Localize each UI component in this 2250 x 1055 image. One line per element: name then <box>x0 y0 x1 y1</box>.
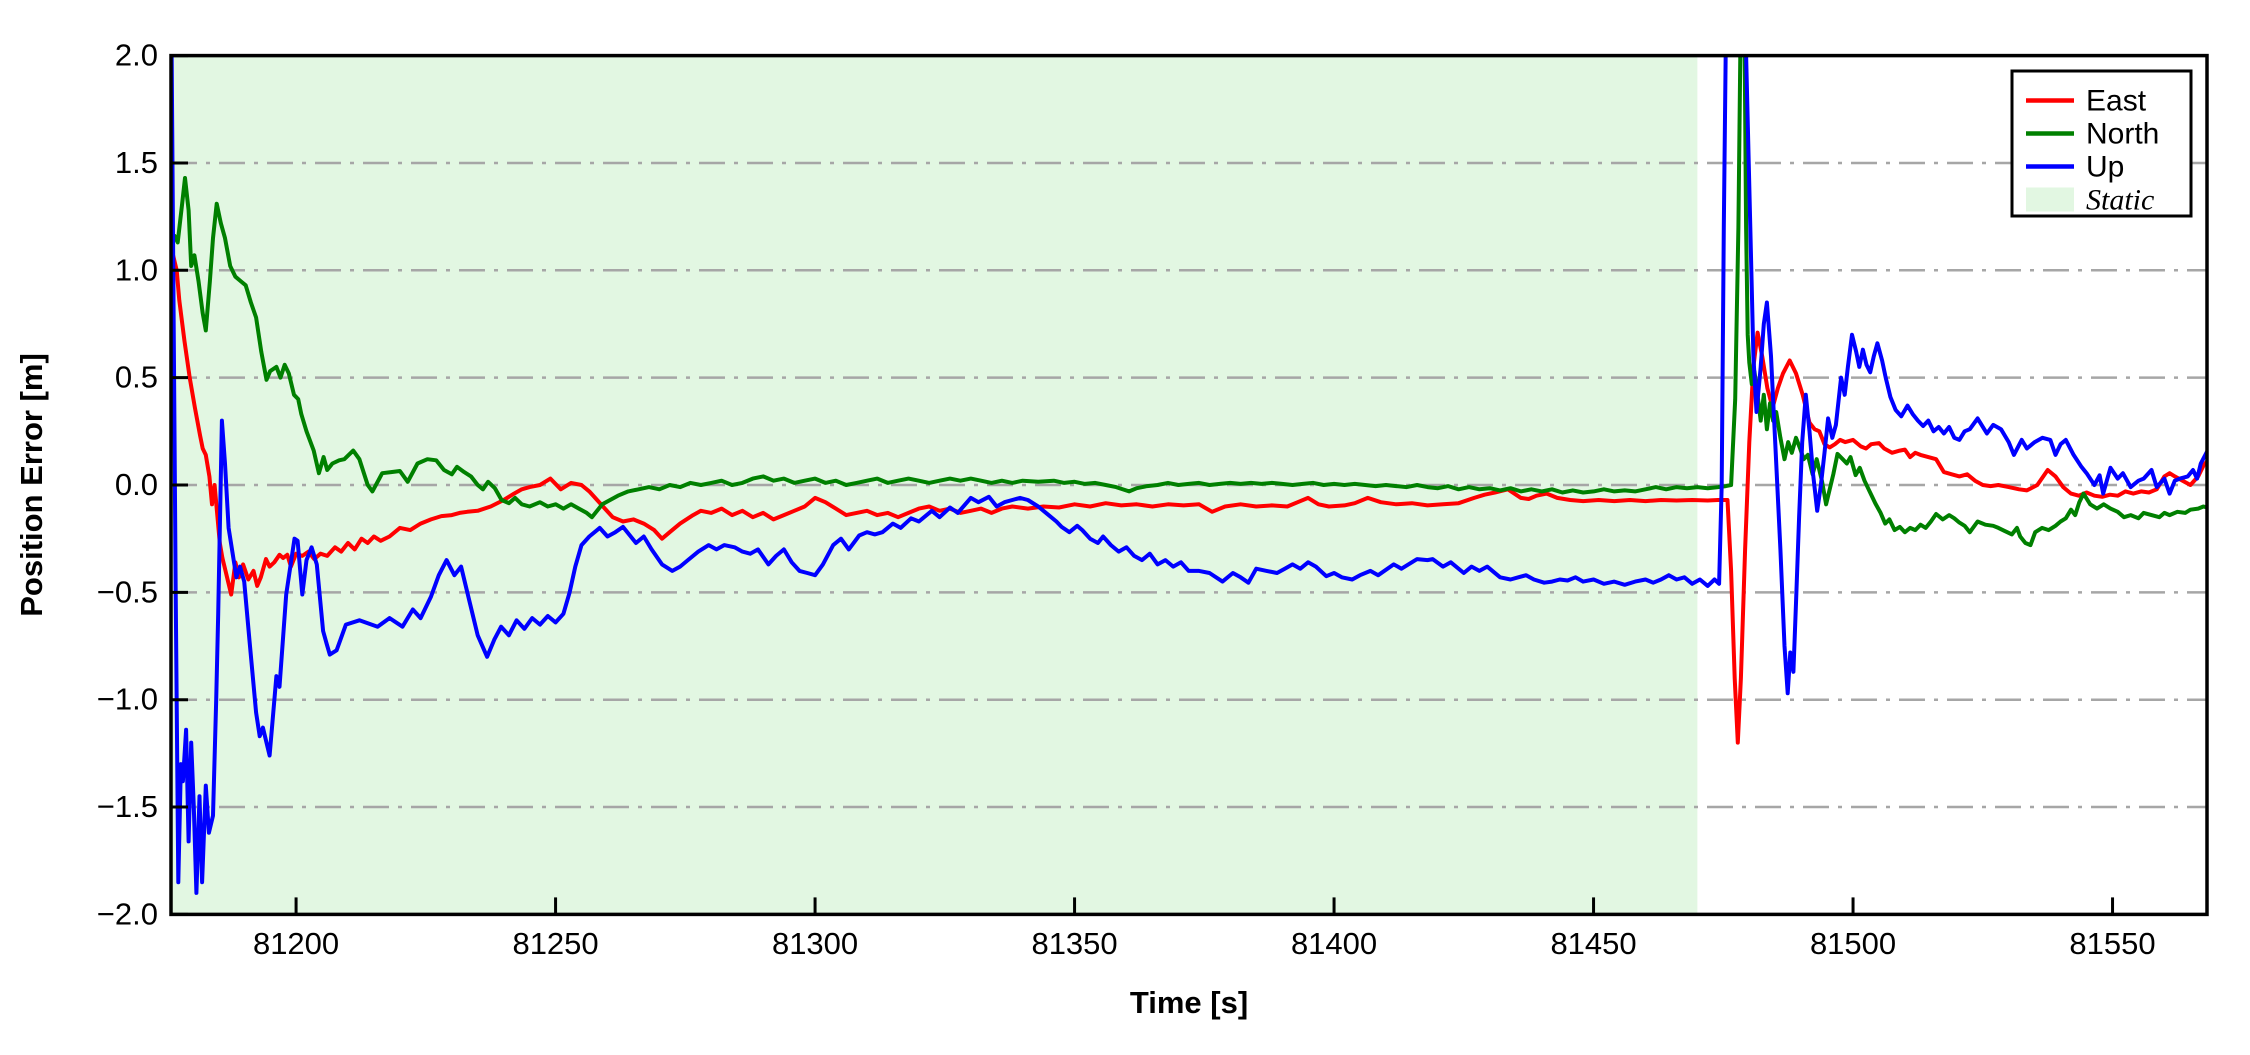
x-tick-label: 81250 <box>512 926 598 961</box>
legend-item-static: Static <box>2026 184 2154 217</box>
x-tick-label: 81450 <box>1550 926 1636 961</box>
north-line <box>171 55 2207 548</box>
x-tick-label: 81400 <box>1291 926 1377 961</box>
legend-label-up: Up <box>2086 151 2124 184</box>
y-tick-label: 1.5 <box>115 145 158 180</box>
legend-item-east: East <box>2026 85 2147 118</box>
y-axis: −2.0 −1.5 −1.0 −0.5 0.0 0.5 1.0 1.5 2.0 <box>97 38 188 931</box>
legend-label-east: East <box>2086 85 2147 118</box>
up-line <box>171 55 2207 895</box>
x-tick-label: 81500 <box>1810 926 1896 961</box>
east-line <box>171 246 2207 745</box>
legend-label-north: North <box>2086 118 2159 151</box>
y-tick-label: 2.0 <box>115 38 158 73</box>
y-tick-label: −1.5 <box>97 789 158 824</box>
y-tick-label: −1.0 <box>97 682 158 717</box>
x-tick-label: 81550 <box>2069 926 2155 961</box>
legend-item-up: Up <box>2026 151 2124 184</box>
x-axis: 81200 81250 81300 81350 81400 81450 81500 81550 <box>253 897 2156 961</box>
y-tick-label: −2.0 <box>97 896 158 931</box>
x-tick-label: 81350 <box>1031 926 1117 961</box>
y-tick-label: −0.5 <box>97 574 158 609</box>
x-axis-label: Time [s] <box>1130 985 1248 1020</box>
y-tick-label: 1.0 <box>115 252 158 287</box>
legend-item-north: North <box>2026 118 2159 151</box>
x-tick-label: 81200 <box>253 926 339 961</box>
legend-label-static: Static <box>2086 184 2154 217</box>
x-tick-label: 81300 <box>772 926 858 961</box>
series-group <box>171 55 2207 895</box>
y-tick-label: 0.0 <box>115 467 158 502</box>
y-axis-label: Position Error [m] <box>14 353 49 617</box>
y-tick-label: 0.5 <box>115 360 158 395</box>
legend-swatch-static <box>2026 187 2074 212</box>
